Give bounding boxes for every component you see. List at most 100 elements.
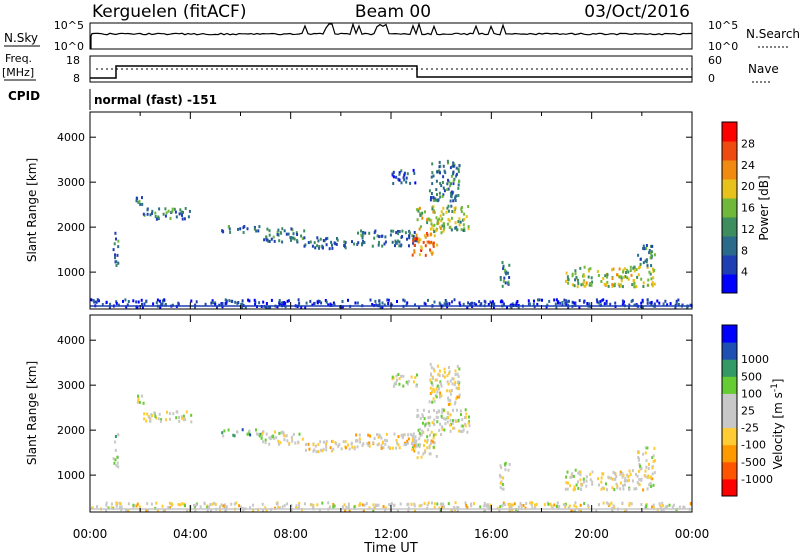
velocity-cell	[396, 441, 399, 445]
power-cell	[527, 299, 530, 303]
power-cell	[554, 302, 557, 306]
power-cell	[633, 265, 636, 269]
power-cell	[163, 298, 166, 302]
power-cell	[465, 215, 468, 219]
power-cell	[430, 175, 433, 179]
power-cell	[611, 283, 614, 287]
velocity-cell	[316, 503, 319, 507]
velocity-cell	[575, 483, 578, 487]
power-cell	[378, 235, 381, 239]
power-cell	[243, 225, 246, 228]
power-cell	[391, 303, 394, 307]
velocity-cell	[422, 452, 425, 456]
power-cell	[602, 277, 605, 280]
nsearch-tick-bottom: 10^0	[708, 40, 738, 53]
velocity-cell	[661, 504, 664, 508]
velocity-cell	[165, 418, 167, 422]
power-cell	[404, 231, 407, 235]
power-cell	[649, 251, 652, 255]
velocity-cell	[348, 447, 351, 451]
power-cell	[446, 222, 449, 226]
velocity-cell	[449, 423, 451, 427]
velocity-cell	[307, 442, 310, 446]
velocity-cell	[283, 504, 286, 508]
power-cell	[460, 228, 463, 232]
power-cell	[179, 208, 182, 212]
power-cell	[473, 302, 476, 305]
velocity-cell	[595, 508, 598, 512]
velocity-cell	[312, 503, 315, 507]
velocity-cell	[298, 503, 301, 507]
velocity-cell	[337, 444, 340, 448]
power-cell	[244, 305, 247, 309]
power-cell	[195, 300, 198, 304]
power-cell	[613, 282, 616, 286]
power-cell	[156, 298, 159, 302]
power-cell	[281, 227, 284, 231]
velocity-cell	[288, 441, 291, 445]
velocity-cell	[335, 442, 338, 446]
velocity-cell	[115, 464, 118, 468]
power-cell	[405, 180, 408, 184]
power-cell	[412, 234, 415, 238]
power-cell	[95, 300, 98, 304]
power-cell	[581, 282, 584, 286]
velocity-cell	[361, 443, 364, 447]
velocity-cell	[451, 377, 454, 381]
velocity-cell	[372, 508, 375, 512]
power-cell	[408, 229, 411, 233]
velocity-cell	[649, 481, 652, 485]
power-cell	[255, 229, 258, 233]
power-cell	[435, 216, 438, 220]
velocity-cell	[423, 444, 425, 447]
velocity-cell	[312, 449, 315, 453]
power-cell	[328, 247, 331, 251]
velocity-cell	[369, 434, 372, 438]
power-cell	[414, 303, 416, 307]
velocity-cell	[638, 478, 641, 482]
velocity-cell	[430, 381, 433, 385]
velocity-cell	[651, 472, 654, 476]
velocity-cell	[405, 380, 408, 384]
velocity-cell	[395, 446, 398, 450]
power-cell	[649, 256, 652, 260]
velocity-cell	[470, 504, 473, 508]
power-cell	[443, 189, 446, 193]
velocity-cell	[358, 437, 361, 441]
power-cell	[242, 231, 245, 234]
power-cell	[127, 300, 130, 303]
power-cell	[424, 235, 427, 239]
power-cell	[559, 301, 562, 305]
power-cell	[278, 299, 281, 302]
power-cell	[448, 219, 451, 223]
power-cell	[430, 240, 433, 244]
power-cell	[241, 302, 244, 306]
power-cell	[390, 229, 393, 233]
velocity-cell	[612, 470, 615, 474]
x-tick-label: 00:00	[675, 527, 710, 541]
velocity-cell	[603, 487, 605, 491]
power-cell	[514, 303, 517, 307]
power-cell	[164, 207, 167, 211]
power-cell	[330, 240, 333, 244]
power-cell	[611, 284, 614, 288]
velocity-cell	[459, 409, 462, 413]
power-cell	[442, 193, 445, 197]
velocity-cell	[649, 475, 652, 479]
velocity-cell	[430, 430, 433, 434]
power-cell	[431, 171, 434, 175]
velocity-cell	[571, 475, 574, 479]
velocity-cell	[683, 505, 686, 509]
velocity-cell	[115, 504, 118, 508]
velocity-cell	[432, 433, 435, 437]
velocity-cell	[443, 428, 446, 432]
velocity-colorbar-swatch	[722, 461, 737, 480]
power-cell	[456, 228, 459, 232]
power-cell	[313, 301, 316, 305]
power-colorbar-swatch	[722, 122, 737, 142]
velocity-cell	[114, 448, 117, 452]
power-cell	[292, 236, 295, 240]
velocity-cell	[440, 414, 443, 418]
velocity-cell	[434, 433, 437, 436]
velocity-cell	[433, 506, 436, 509]
